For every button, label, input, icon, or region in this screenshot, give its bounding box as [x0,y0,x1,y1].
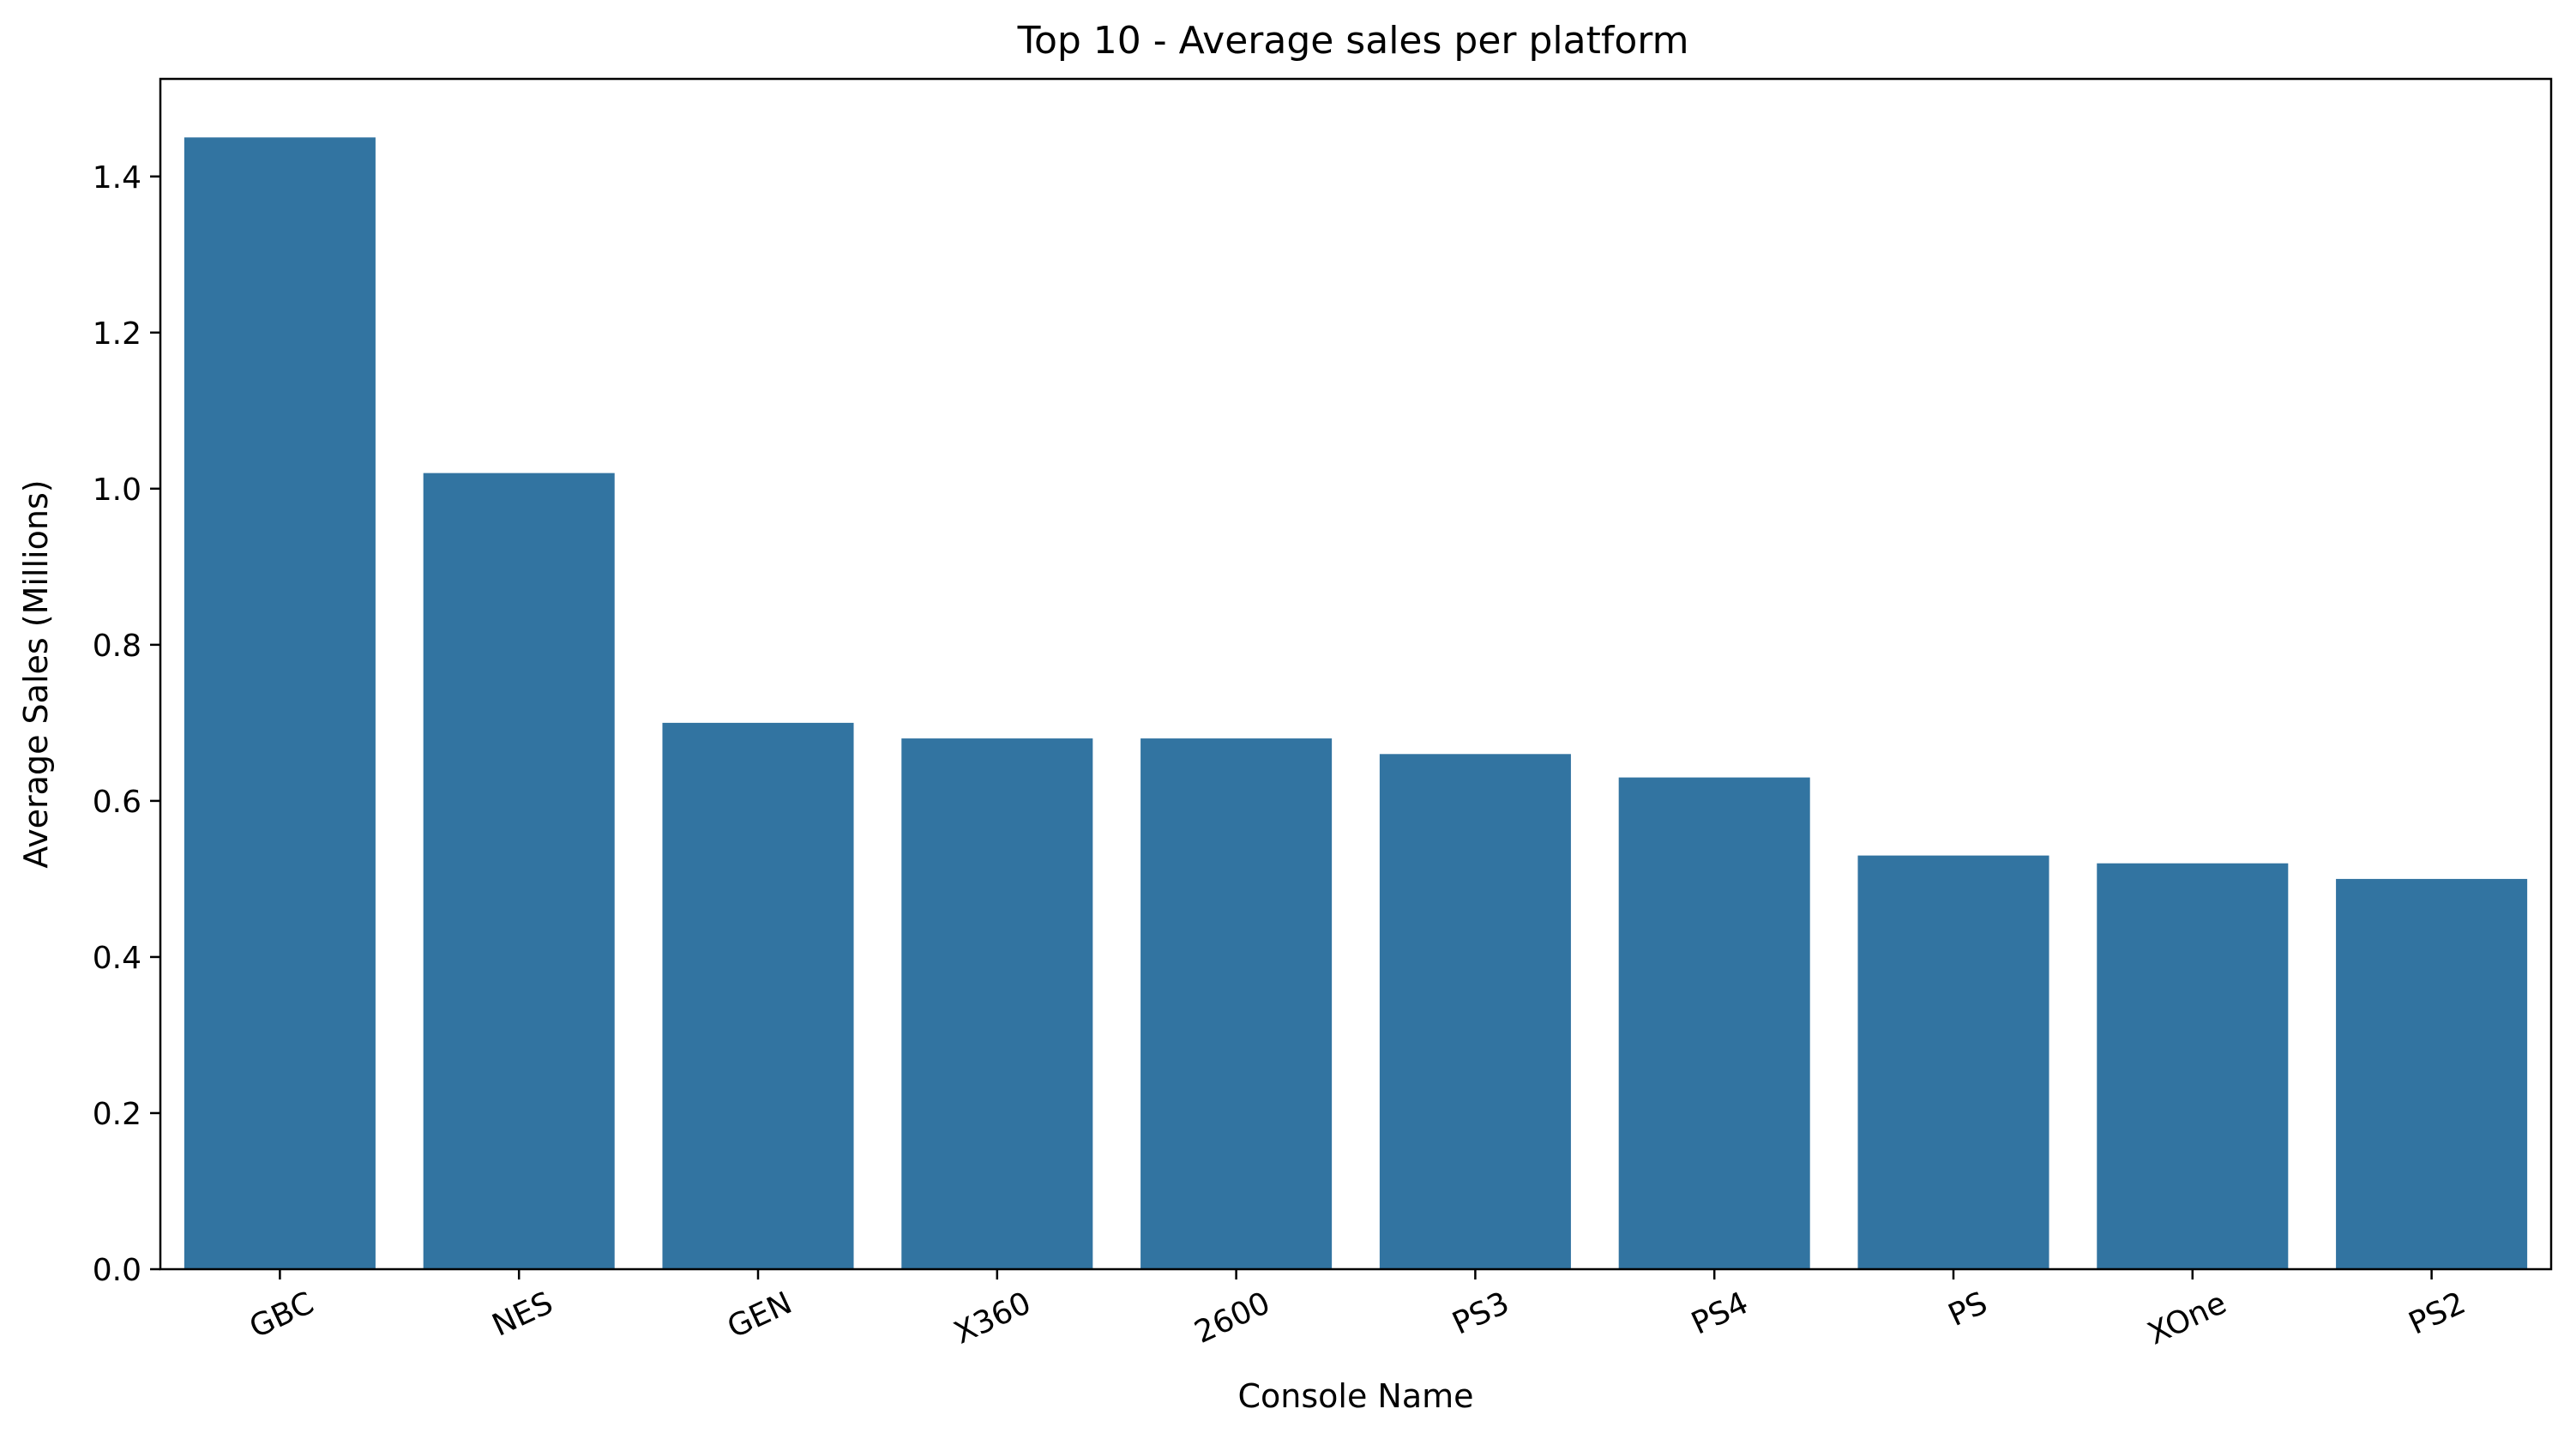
y-tick-label: 1.4 [93,160,141,196]
bar-gbc [184,137,376,1269]
x-tick-label: XOne [2143,1285,2232,1352]
x-tick-label: X360 [949,1285,1037,1352]
bar-xone [2097,863,2289,1269]
bar-2600 [1141,738,1333,1269]
y-axis: 0.0 0.2 0.4 0.6 0.8 1.0 1.2 1.4 [93,160,160,1288]
y-tick-label: 0.4 [93,941,141,976]
chart-title: Top 10 - Average sales per platform [1017,19,1689,63]
y-tick-label: 0.8 [93,629,141,664]
y-tick-label: 1.2 [93,316,141,352]
x-tick-label: PS2 [2404,1285,2471,1342]
bar-nes [423,473,615,1269]
bar-gen [662,722,854,1269]
bar-x360 [901,738,1093,1269]
x-tick-label: PS [1943,1285,1993,1334]
bars-layer [184,137,2528,1269]
y-tick-label: 0.2 [93,1097,141,1132]
x-tick-label: PS4 [1687,1285,1754,1342]
x-tick-label: GBC [244,1285,319,1346]
x-axis: GBC NES GEN X360 2600 PS3 PS4 PS XOne PS2 [244,1269,2471,1352]
x-tick-label: GEN [722,1285,797,1346]
bar-ps2 [2336,878,2528,1269]
y-tick-label: 1.0 [93,473,141,508]
x-axis-label: Console Name [1237,1377,1473,1415]
bar-ps4 [1618,777,1810,1269]
y-axis-label: Average Sales (Millions) [17,479,55,868]
y-tick-label: 0.6 [93,785,141,820]
plot-frame [159,77,2553,1271]
bar-ps3 [1379,754,1571,1269]
x-tick-label: NES [487,1285,558,1344]
y-tick-label: 0.0 [93,1253,141,1288]
x-tick-label: 2600 [1189,1285,1275,1351]
bar-ps [1857,855,2049,1269]
x-tick-label: PS3 [1447,1285,1514,1342]
